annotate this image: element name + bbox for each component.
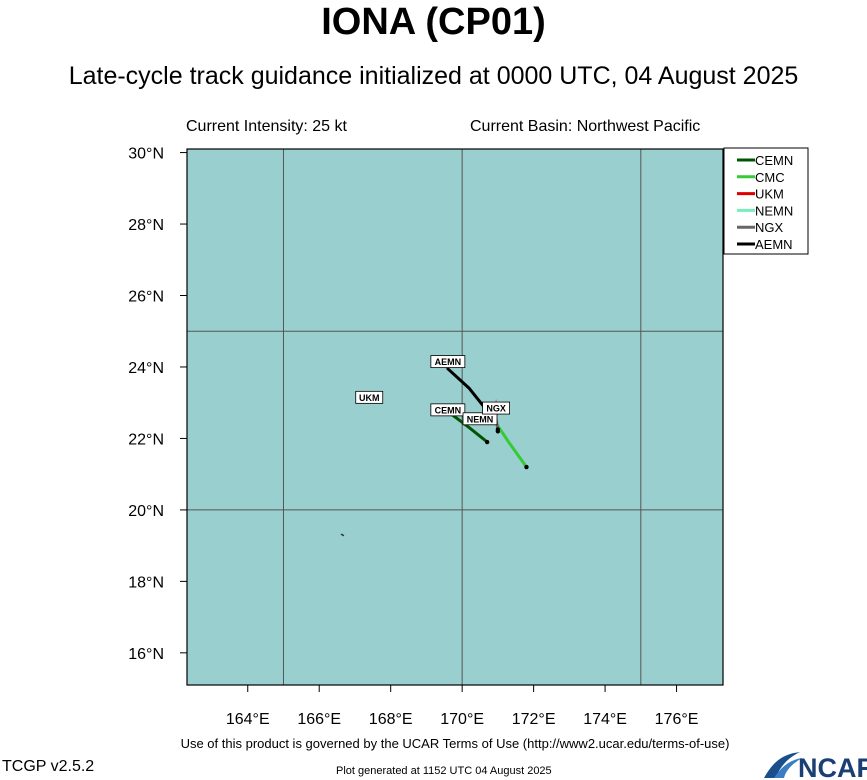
track-end-ngx bbox=[495, 427, 501, 432]
track-label-box-nemn bbox=[462, 412, 498, 426]
lon-tick-label: 166°E bbox=[297, 711, 341, 728]
map-frame bbox=[186, 148, 724, 686]
page-subtitle: Late-cycle track guidance initialized at… bbox=[68, 62, 799, 90]
track-label-box-aemn bbox=[430, 355, 466, 369]
track-label-box-ngx bbox=[482, 401, 510, 415]
track-label-ukm: UKM bbox=[359, 393, 380, 403]
lon-tick-label: 168°E bbox=[369, 711, 413, 728]
legend-label-nemn: NEMN bbox=[755, 203, 793, 218]
legend-label-cemn: CEMN bbox=[755, 153, 793, 168]
lat-tick-label: 16°N bbox=[128, 646, 164, 663]
lat-tick-label: 18°N bbox=[128, 574, 164, 591]
version-label: TCGP v2.5.2 bbox=[2, 758, 95, 775]
track-label-ngx: NGX bbox=[486, 404, 506, 414]
legend-label-ngx: NGX bbox=[755, 220, 784, 235]
track-line-cemn bbox=[446, 410, 489, 444]
lat-tick-label: 20°N bbox=[128, 503, 164, 520]
ncar-logo-text: NCAR bbox=[798, 753, 867, 780]
lat-tick-label: 28°N bbox=[128, 217, 164, 234]
legend-label-cmc: CMC bbox=[755, 170, 785, 185]
track-end-cemn bbox=[484, 439, 490, 445]
legend-label-ukm: UKM bbox=[755, 187, 784, 202]
page-title: IONA (CP01) bbox=[321, 1, 546, 43]
terms-of-use: Use of this product is governed by the U… bbox=[180, 736, 730, 751]
track-label-box-cemn bbox=[430, 403, 466, 417]
current-intensity: Current Intensity: 25 kt bbox=[186, 118, 347, 135]
lon-tick-label: 174°E bbox=[583, 711, 627, 728]
lat-tick-label: 26°N bbox=[128, 289, 164, 306]
lon-tick-label: 170°E bbox=[440, 711, 484, 728]
lon-tick-label: 164°E bbox=[226, 711, 270, 728]
lat-tick-label: 30°N bbox=[128, 146, 164, 163]
lat-tick-label: 22°N bbox=[128, 431, 164, 448]
track-label-aemn: AEMN bbox=[435, 357, 462, 367]
generated-timestamp: Plot generated at 1152 UTC 04 August 202… bbox=[336, 765, 552, 777]
legend-label-aemn: AEMN bbox=[755, 237, 793, 252]
track-label-nemn: NEMN bbox=[467, 414, 494, 424]
lon-tick-label: 172°E bbox=[512, 711, 556, 728]
ncar-logo: NCAR bbox=[764, 752, 867, 780]
track-label-cemn: CEMN bbox=[435, 405, 462, 415]
lon-tick-label: 176°E bbox=[655, 711, 699, 728]
track-label-box-ukm bbox=[355, 390, 384, 404]
track-end-cmc bbox=[524, 464, 529, 470]
legend-box bbox=[723, 147, 809, 255]
lat-tick-label: 24°N bbox=[128, 360, 164, 377]
current-basin: Current Basin: Northwest Pacific bbox=[470, 118, 701, 135]
island-mark bbox=[340, 533, 345, 537]
